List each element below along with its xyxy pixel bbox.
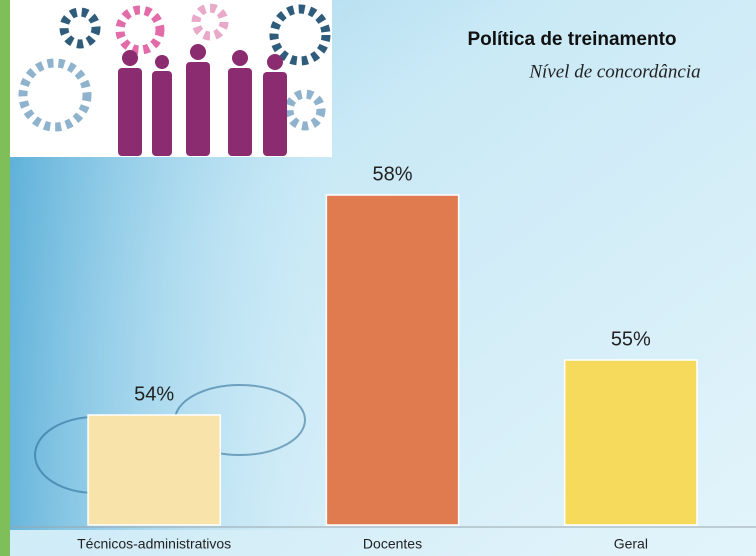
- bar: [325, 194, 460, 526]
- chart-subtitle: Nível de concordância: [528, 61, 700, 82]
- value-label: 54%: [134, 383, 174, 405]
- value-label: 58%: [372, 163, 412, 185]
- chart-title: Política de treinamento: [467, 29, 676, 50]
- bar: [87, 414, 222, 526]
- left-stripe: [0, 0, 10, 556]
- value-label: 55%: [611, 328, 651, 350]
- header-illustration: [10, 0, 332, 157]
- x-tick-label: Técnicos-administrativos: [77, 536, 231, 552]
- bar: [563, 359, 698, 526]
- x-tick-label: Docentes: [363, 536, 422, 552]
- x-tick-label: Geral: [614, 536, 648, 552]
